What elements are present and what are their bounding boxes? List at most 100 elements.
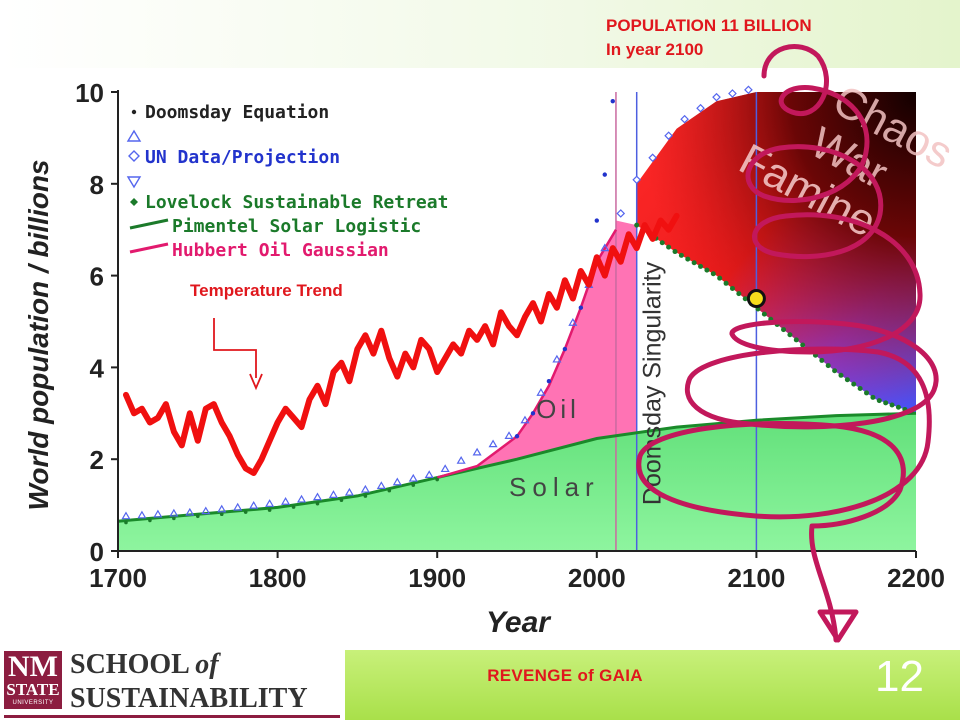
y-tick-label: 8 <box>90 170 104 200</box>
solar-data-point <box>411 483 416 487</box>
un-data-point <box>664 131 673 141</box>
un-data-point <box>217 504 227 513</box>
hand-drawn-scribble <box>636 44 939 643</box>
doomsday-data-point <box>562 346 568 352</box>
un-data-point <box>281 497 291 505</box>
lovelock-data-point <box>710 271 716 277</box>
un-data-point <box>712 92 721 102</box>
un-data-point <box>504 431 514 439</box>
y-axis-label: World population / billions <box>23 160 54 511</box>
lovelock-data-point <box>685 256 691 262</box>
highlight-point <box>746 289 766 309</box>
lovelock-data-point <box>781 327 787 333</box>
un-data-point <box>440 464 450 473</box>
logo-school-text: SCHOOL of <box>70 649 219 681</box>
un-data-point <box>568 318 578 326</box>
lovelock-data-point <box>800 342 806 348</box>
lovelock-data-point <box>895 404 901 410</box>
lovelock-data-point <box>742 296 748 302</box>
un-data-point <box>392 477 402 486</box>
lovelock-data-point <box>729 285 735 291</box>
y-tick-label: 0 <box>90 537 104 567</box>
lovelock-data-point <box>870 394 876 400</box>
chart-axes: 0 2 4 6 8 10 1700 1800 1900 2000 2100 2200 Year World… <box>23 78 945 639</box>
logo-rule <box>4 715 340 718</box>
legend-lovelock-marker <box>130 198 138 206</box>
lovelock-data-point <box>851 381 857 387</box>
un-data-point <box>408 473 418 482</box>
lovelock-data-point <box>883 400 889 406</box>
x-tick-label: 2200 <box>887 563 945 593</box>
doomsday-data-point <box>594 218 599 223</box>
legend-pimentel-swatch <box>129 218 169 230</box>
legend-doomsday-label: Doomsday Equation <box>145 102 329 123</box>
y-tick-label: 4 <box>90 353 105 383</box>
x-tick-label: 1900 <box>408 563 466 593</box>
y-tick-label: 2 <box>90 445 104 475</box>
nmsu-mark-top: NM <box>8 650 58 683</box>
un-data-point <box>233 502 243 511</box>
un-data-point <box>185 507 195 516</box>
top-band <box>0 0 960 68</box>
legend-un-marker <box>128 150 140 162</box>
un-data-point <box>616 209 626 218</box>
solar-data-point <box>219 512 224 517</box>
solar-data-point <box>124 520 128 525</box>
x-axis-label: Year <box>486 606 552 639</box>
solar-area <box>118 413 916 551</box>
x-tick-label: 1700 <box>89 563 147 593</box>
doomsday-data-point <box>514 434 520 439</box>
doomsday-data-point <box>602 172 607 177</box>
oil-area <box>437 220 637 478</box>
lovelock-data-point <box>672 249 678 255</box>
nmsu-mark-mid: STATE <box>6 680 60 699</box>
lovelock-data-point <box>825 363 831 369</box>
solar-data-point <box>148 518 152 523</box>
un-data-point <box>552 354 562 363</box>
un-data-point <box>169 508 179 517</box>
lovelock-data-point <box>736 291 742 297</box>
solar-data-point <box>363 494 368 498</box>
temperature-trend-label: Temperature Trend <box>190 281 343 300</box>
un-data-point <box>424 470 434 478</box>
un-data-point <box>121 511 131 520</box>
x-tick-label: 2100 <box>727 563 785 593</box>
doomsday-data-point <box>546 378 552 384</box>
un-data-point <box>536 388 546 396</box>
un-data-point <box>296 494 307 503</box>
legend-hubbert-label: Hubbert Oil Gaussian <box>172 240 389 261</box>
solar-data-point <box>243 510 248 514</box>
lovelock-data-point <box>634 222 640 228</box>
y-tick-label: 10 <box>75 78 104 108</box>
nmsu-mark-bottom: UNIVERSITY <box>12 700 54 706</box>
un-data-point <box>696 103 705 113</box>
footer-title: REVENGE of GAIA <box>487 666 643 685</box>
legend-doomsday-marker <box>131 109 137 115</box>
doomsday-data-point <box>530 411 536 416</box>
solar-data-point <box>172 516 176 521</box>
logo-sustainability-text: SUSTAINABILITY <box>70 683 308 714</box>
solar-label: Solar <box>509 472 600 502</box>
legend-lovelock-label: Lovelock Sustainable Retreat <box>145 192 448 213</box>
solar-data-point <box>267 508 272 512</box>
legend-un-triangle-down <box>126 176 142 189</box>
logo-school-word: SCHOOL <box>70 649 196 680</box>
un-data-point <box>472 447 482 456</box>
solar-data-point <box>291 505 296 509</box>
doomsday-data-point <box>578 305 584 310</box>
lovelock-data-point <box>691 260 697 266</box>
temperature-arrow-head <box>249 373 263 391</box>
y-tick-label: 6 <box>90 262 104 292</box>
lovelock-data-point <box>876 398 882 404</box>
un-data-point <box>249 500 259 509</box>
legend-hubbert-swatch <box>129 242 169 254</box>
lovelock-data-point <box>793 337 799 343</box>
lovelock-data-point <box>761 311 767 317</box>
x-tick-label: 1800 <box>249 563 307 593</box>
population-annotation-line2: In year 2100 <box>606 40 704 59</box>
solar-data-point <box>387 488 392 493</box>
un-data-point <box>648 153 658 163</box>
lovelock-data-point <box>864 390 870 396</box>
un-data-point <box>632 175 642 185</box>
legend-un-label: UN Data/Projection <box>145 147 340 168</box>
